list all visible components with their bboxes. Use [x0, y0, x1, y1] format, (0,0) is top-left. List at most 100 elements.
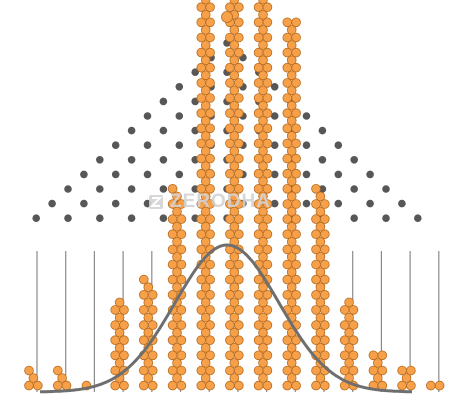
ball	[176, 320, 187, 330]
ball	[229, 358, 240, 368]
ball	[205, 380, 215, 391]
ball	[200, 146, 211, 156]
ball	[262, 62, 273, 73]
ball	[286, 131, 297, 141]
peg	[159, 97, 168, 106]
peg	[111, 170, 120, 179]
ball	[258, 373, 268, 383]
ball	[291, 108, 301, 118]
ball	[200, 161, 211, 171]
ball	[258, 191, 268, 202]
ball	[286, 267, 297, 277]
ball	[319, 244, 330, 255]
ball	[147, 305, 158, 315]
ball	[200, 373, 211, 383]
ball	[147, 320, 158, 330]
ball	[200, 267, 211, 277]
peg	[270, 199, 279, 208]
ball	[200, 297, 211, 308]
ball	[234, 335, 244, 346]
ball	[319, 199, 330, 209]
ball	[258, 85, 268, 96]
ball	[262, 184, 273, 194]
peg	[270, 141, 279, 149]
ball	[291, 274, 301, 285]
ball	[286, 115, 297, 126]
ball	[348, 320, 359, 330]
zerodha-watermark: ZERODHA	[148, 189, 271, 215]
ball	[234, 365, 244, 376]
ball	[262, 199, 273, 209]
ball	[291, 305, 301, 315]
ball	[258, 9, 268, 20]
ball	[258, 55, 268, 65]
ball	[434, 380, 445, 391]
ball	[200, 55, 211, 65]
ball	[176, 305, 187, 315]
ball	[348, 305, 359, 315]
ball	[200, 131, 211, 141]
ball	[119, 320, 129, 330]
ball	[172, 221, 182, 232]
ball	[315, 237, 326, 247]
ball	[319, 274, 330, 285]
ball	[234, 380, 244, 391]
ball	[286, 342, 297, 353]
ball	[282, 17, 293, 28]
ball	[234, 32, 244, 43]
ball	[229, 282, 240, 293]
peg	[191, 68, 199, 76]
ball	[258, 221, 268, 232]
ball	[397, 365, 407, 376]
peg	[350, 185, 359, 193]
ball	[258, 115, 268, 126]
ball	[200, 312, 211, 323]
ball	[258, 297, 268, 308]
ball	[229, 297, 240, 308]
peg	[366, 170, 374, 179]
ball	[205, 350, 215, 361]
ball	[286, 176, 297, 187]
ball	[205, 93, 215, 103]
ball	[205, 305, 215, 315]
ball	[205, 365, 215, 376]
ball	[200, 176, 211, 187]
ball	[229, 40, 240, 50]
ball	[234, 350, 244, 361]
ball	[234, 168, 244, 179]
peg	[366, 199, 374, 208]
ball	[205, 259, 215, 270]
ball	[205, 214, 215, 224]
ball	[234, 17, 244, 28]
ball	[262, 229, 273, 240]
ball	[262, 259, 273, 270]
ball	[291, 138, 301, 149]
ball	[315, 327, 326, 338]
ball	[200, 25, 211, 35]
ball	[205, 108, 215, 118]
ball	[291, 259, 301, 270]
ball	[344, 342, 354, 353]
peg	[64, 185, 72, 193]
ball	[319, 289, 330, 300]
ball	[176, 350, 187, 361]
normal-curve	[39, 243, 412, 394]
ball	[205, 229, 215, 240]
ball	[286, 297, 297, 308]
ball	[229, 70, 240, 81]
peg	[143, 170, 152, 179]
ball	[229, 85, 240, 96]
ball	[258, 327, 268, 338]
ball	[319, 380, 330, 391]
ball	[114, 358, 125, 368]
ball	[372, 358, 383, 368]
ball	[172, 237, 182, 247]
ball	[172, 312, 182, 323]
ball	[319, 320, 330, 330]
peg	[127, 185, 136, 193]
ball	[262, 335, 273, 346]
ball	[229, 146, 240, 156]
ball	[205, 2, 215, 12]
ball	[291, 168, 301, 179]
ball	[205, 289, 215, 300]
